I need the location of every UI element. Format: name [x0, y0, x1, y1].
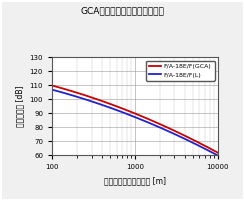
Legend: F/A-18E/F(GCA), F/A-18E/F(L): F/A-18E/F(GCA), F/A-18E/F(L) — [146, 61, 215, 81]
F/A-18E/F(L) — [140, 119, 143, 121]
F/A-18E/F(L) — [149, 122, 152, 125]
Line: F/A-18E/F(GCA): F/A-18E/F(GCA) — [52, 85, 218, 153]
F/A-18E/F(L) — [212, 152, 215, 155]
F/A-18E/F(L) — [130, 115, 133, 117]
F/A-18E/F(L) — [186, 139, 189, 142]
F/A-18E/F(GCA) — [129, 111, 132, 113]
F/A-18E/F(GCA) — [149, 119, 152, 121]
F/A-18E/F(GCA) — [212, 149, 215, 152]
F/A-18E/F(L) — [51, 88, 53, 91]
Line: F/A-18E/F(L): F/A-18E/F(L) — [52, 90, 218, 155]
F/A-18E/F(GCA) — [216, 151, 219, 154]
X-axis label: スラントディスタンス [m]: スラントディスタンス [m] — [104, 176, 166, 185]
F/A-18E/F(GCA) — [186, 136, 189, 138]
F/A-18E/F(GCA) — [130, 111, 133, 113]
F/A-18E/F(L) — [129, 114, 132, 117]
F/A-18E/F(L) — [216, 154, 219, 157]
Y-axis label: 騒音レベル [dB]: 騒音レベル [dB] — [15, 86, 24, 127]
Text: GCAと普競機の騒音レベル比較: GCAと普競機の騒音レベル比較 — [80, 6, 164, 15]
F/A-18E/F(GCA) — [51, 84, 53, 87]
F/A-18E/F(GCA) — [140, 115, 143, 117]
